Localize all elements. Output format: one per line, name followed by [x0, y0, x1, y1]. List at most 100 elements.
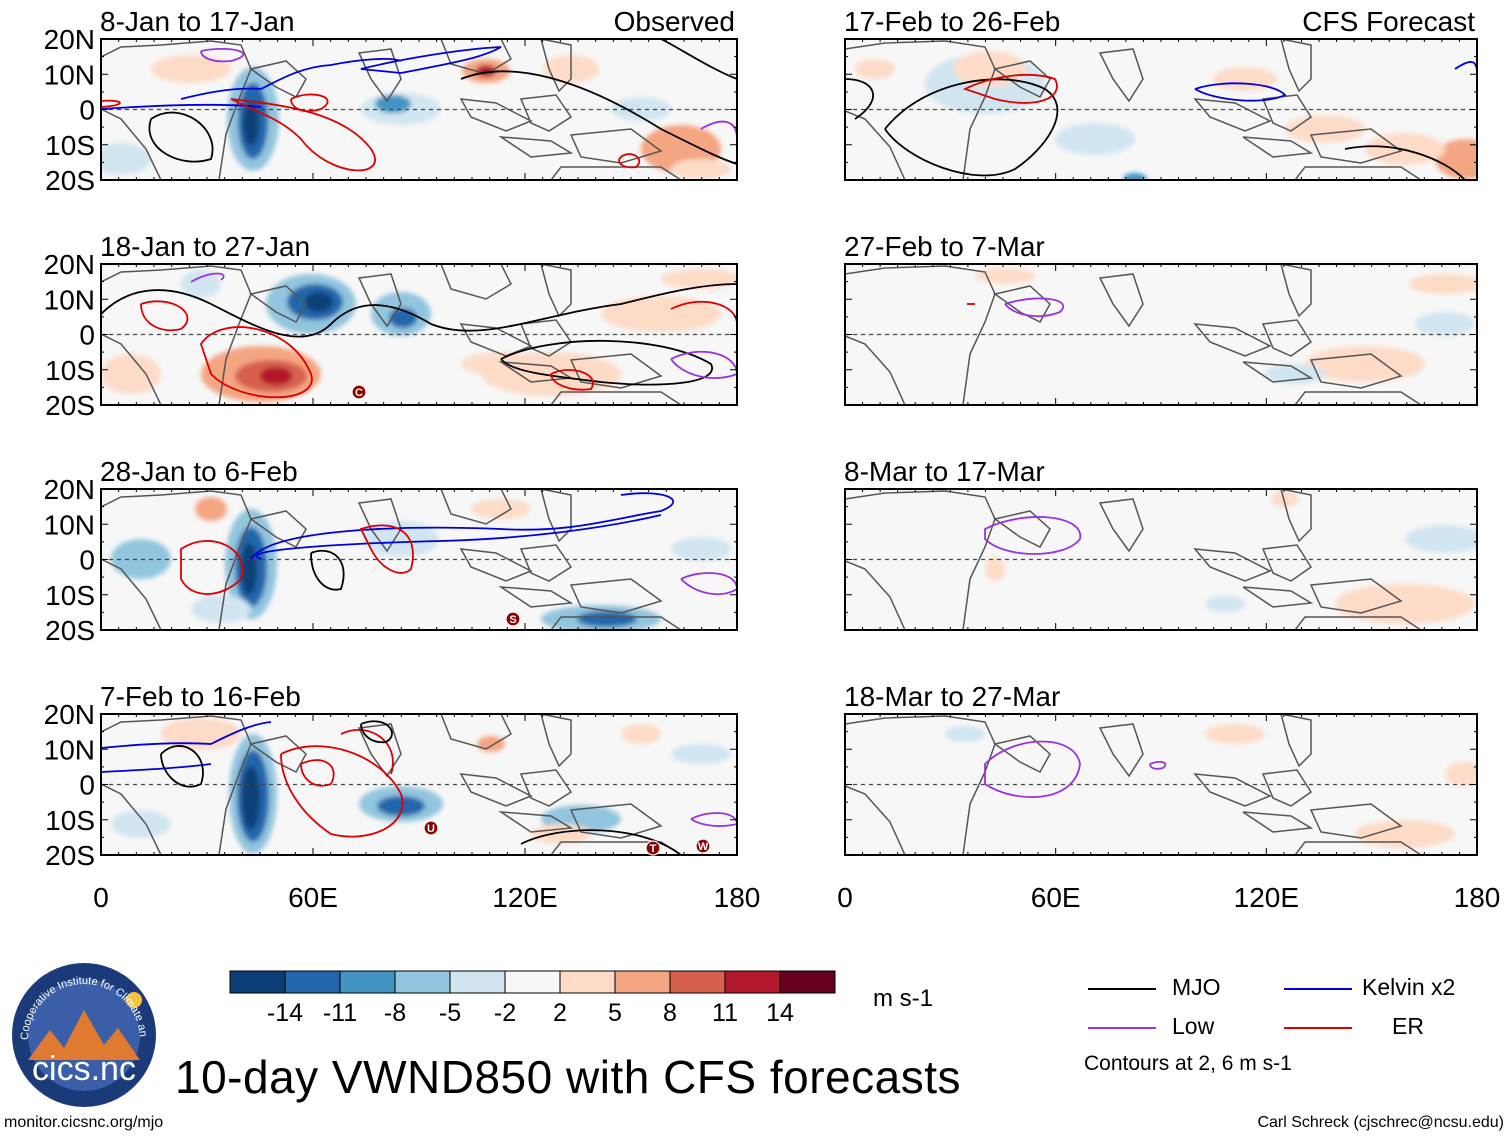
- colorbar-tick-label: 5: [608, 999, 622, 1027]
- lat-label: 20N: [44, 249, 95, 280]
- colorbar-tick-label: -11: [323, 999, 357, 1027]
- contours-note: Contours at 2, 6 m s-1: [1084, 1052, 1292, 1076]
- lat-label: 20S: [45, 165, 95, 196]
- colorbar-tick-label: -5: [439, 999, 461, 1027]
- legend-line-er: [1284, 1027, 1352, 1029]
- lon-label-left: 120E: [492, 882, 557, 913]
- colorbar-tick-label: -8: [384, 999, 406, 1027]
- panel-2-field: [101, 489, 737, 633]
- panel-6-anomaly-3: [1205, 596, 1245, 612]
- figure-title: 10-day VWND850 with CFS forecasts: [175, 1050, 961, 1104]
- lat-label: 0: [79, 545, 95, 576]
- lon-label-right: 120E: [1234, 882, 1299, 913]
- panel-3-period: 7-Feb to 16-Feb: [100, 681, 301, 712]
- panel-7-anomaly-1: [1445, 762, 1485, 786]
- lat-label: 10N: [44, 509, 95, 540]
- panel-7-field: [845, 714, 1485, 855]
- lat-label: 0: [79, 95, 95, 126]
- svg-text:U: U: [427, 823, 435, 835]
- panel-0-anomaly-10: [151, 55, 231, 83]
- footer-url: monitor.cicsnc.org/mjo: [4, 1114, 163, 1132]
- panel-6-anomaly-1: [1405, 525, 1485, 553]
- panel-3: 7-Feb to 16-Feb20N10N010S20S: [44, 681, 737, 871]
- panel-6-field: [845, 489, 1485, 630]
- colorbar-tick-label: 8: [663, 999, 677, 1027]
- panel-2-anomaly-5: [577, 611, 637, 627]
- colorbar-swatch-10: [780, 971, 835, 993]
- svg-text:W: W: [698, 841, 709, 853]
- panel-3-anomaly-9: [477, 736, 505, 752]
- colorbar-tick-label: -14: [267, 999, 303, 1027]
- storm-marker-u: U: [424, 821, 438, 835]
- colorbar-swatch-2: [340, 971, 395, 993]
- colorbar-swatch-1: [285, 971, 340, 993]
- svg-text:S: S: [509, 614, 516, 626]
- panel-5-anomaly-1: [1415, 312, 1475, 336]
- colorbar-tick-label: -2: [494, 999, 516, 1027]
- panel-0-anomaly-12: [671, 159, 731, 179]
- panel-6: 8-Mar to 17-Mar: [844, 456, 1485, 630]
- panel-3-anomaly-10: [111, 810, 171, 838]
- header-observed-label: Observed: [614, 6, 735, 37]
- panel-4-anomaly-2: [1435, 139, 1495, 179]
- panel-2-anomaly-3: [195, 497, 227, 521]
- panel-0: 8-Jan to 17-Jan Observed 20N 10N 0 10S 20S: [44, 6, 737, 196]
- panel-4-field: [845, 39, 1495, 185]
- lat-label: 10N: [44, 59, 95, 90]
- storm-marker-s: S: [506, 612, 520, 626]
- panel-4-anomaly-6: [1055, 123, 1135, 155]
- legend-line-kelvin: [1284, 988, 1352, 990]
- panel-5-period: 27-Feb to 7-Mar: [844, 231, 1045, 262]
- lon-label-right: 60E: [1031, 882, 1081, 913]
- panel-3-anomaly-5: [161, 718, 241, 750]
- panel-7-period: 18-Mar to 27-Mar: [844, 681, 1060, 712]
- lat-label: 20S: [45, 840, 95, 871]
- lat-label: 20S: [45, 390, 95, 421]
- colorbar-swatch-8: [670, 971, 725, 993]
- panel-2-anomaly-9: [671, 537, 731, 561]
- panel-3-anomaly-2: [242, 766, 260, 830]
- lat-label: 10S: [45, 805, 95, 836]
- lat-label: 10S: [45, 130, 95, 161]
- panel-0-anomaly-4: [375, 95, 411, 113]
- panel-2-anomaly-8: [471, 499, 531, 519]
- panel-6-anomaly-2: [985, 557, 1005, 581]
- svg-text:T: T: [650, 843, 657, 855]
- panel-3-anomaly-11: [671, 744, 731, 764]
- lat-label: 0: [79, 320, 95, 351]
- colorbar-swatch-7: [615, 971, 670, 993]
- lon-label-left: 60E: [288, 882, 338, 913]
- panel-5-anomaly-2: [1409, 274, 1481, 294]
- storm-marker-w: W: [696, 839, 710, 853]
- lat-label: 20N: [44, 24, 95, 55]
- panel-5-anomaly-3: [975, 268, 1035, 284]
- colorbar-swatch-4: [450, 971, 505, 993]
- legend-label-kelvin: Kelvin x2: [1362, 974, 1455, 1001]
- panel-4-anomaly-8: [1365, 133, 1445, 165]
- colorbar-tick-label: 2: [553, 999, 567, 1027]
- header-forecast-label: CFS Forecast: [1302, 6, 1475, 37]
- panel-0-field: [91, 39, 737, 180]
- panel-1-anomaly-7: [260, 367, 292, 385]
- panel-5: 27-Feb to 7-Mar: [844, 231, 1481, 405]
- lat-label: 10S: [45, 355, 95, 386]
- panel-6-period: 8-Mar to 17-Mar: [844, 456, 1045, 487]
- colorbar-swatch-5: [505, 971, 560, 993]
- panel-3-anomaly-8: [621, 724, 661, 744]
- panel-0-period: 8-Jan to 17-Jan: [100, 6, 295, 37]
- legend-line-low: [1088, 1027, 1156, 1029]
- lon-label-left: 0: [93, 882, 109, 913]
- lat-label: 20S: [45, 615, 95, 646]
- panel-1-field: [101, 264, 741, 405]
- panel-7-anomaly-0: [1205, 724, 1265, 744]
- panel-7-anomaly-3: [945, 726, 985, 742]
- axes: 0 60E 120E 180 0 60E 120E 180: [93, 882, 1500, 913]
- legend-label-low: Low: [1172, 1013, 1214, 1040]
- storm-marker-t: T: [646, 841, 660, 855]
- panel-2-period: 28-Jan to 6-Feb: [100, 456, 298, 487]
- panel-4-anomaly-4: [1285, 115, 1365, 143]
- colorbar-swatch-0: [230, 971, 285, 993]
- panel-4: 17-Feb to 26-Feb CFS Forecast: [844, 6, 1495, 185]
- lon-label-right: 0: [837, 882, 853, 913]
